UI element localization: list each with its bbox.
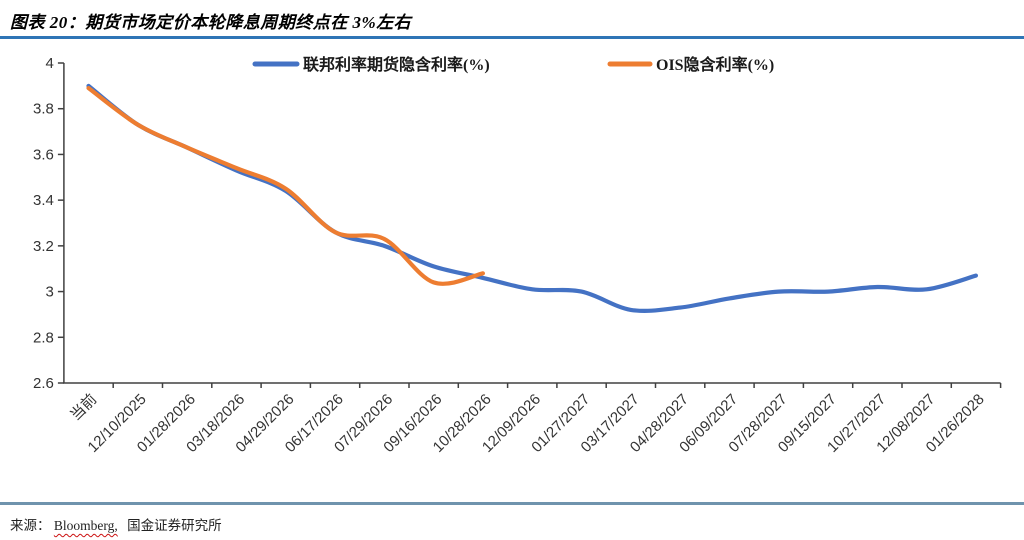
- chart-header: 图表 20：期货市场定价本轮降息周期终点在 3%左右: [0, 0, 1024, 39]
- legend-label-ois: OIS隐含利率(%): [656, 55, 774, 74]
- y-tick-label: 3.2: [33, 238, 54, 255]
- series-line-fed-funds-futures: [86, 83, 978, 314]
- source-gjsc: 国金证券研究所: [127, 518, 222, 533]
- source-bloomberg: Bloomberg,: [53, 518, 118, 533]
- y-tick-label: 4: [46, 55, 54, 72]
- y-tick-label: 3.8: [33, 101, 54, 118]
- source-prefix: 来源：: [10, 518, 51, 533]
- chart-title: 图表 20：期货市场定价本轮降息周期终点在 3%左右: [10, 13, 412, 32]
- y-tick-label: 3: [46, 284, 54, 301]
- y-tick-label: 2.6: [33, 375, 54, 392]
- y-tick-label: 3.4: [33, 192, 54, 209]
- y-tick-label: 3.6: [33, 146, 54, 163]
- chart-area: 2.6 2.8 3 3.2 3.4 3.6 3.8 4 当前 12/10/2025 01/28/20…: [0, 40, 1024, 495]
- x-tick-label: 当前: [67, 391, 100, 424]
- y-tick-label: 2.8: [33, 329, 54, 346]
- source-note: 来源： Bloomberg, 国金证券研究所: [0, 502, 1024, 534]
- legend-label-fed-funds-futures: 联邦利率期货隐含利率(%): [303, 55, 490, 74]
- series-line-ois: [86, 86, 485, 286]
- line-chart: 2.62.833.23.43.63.84当前12/10/202501/28/20…: [33, 55, 1002, 456]
